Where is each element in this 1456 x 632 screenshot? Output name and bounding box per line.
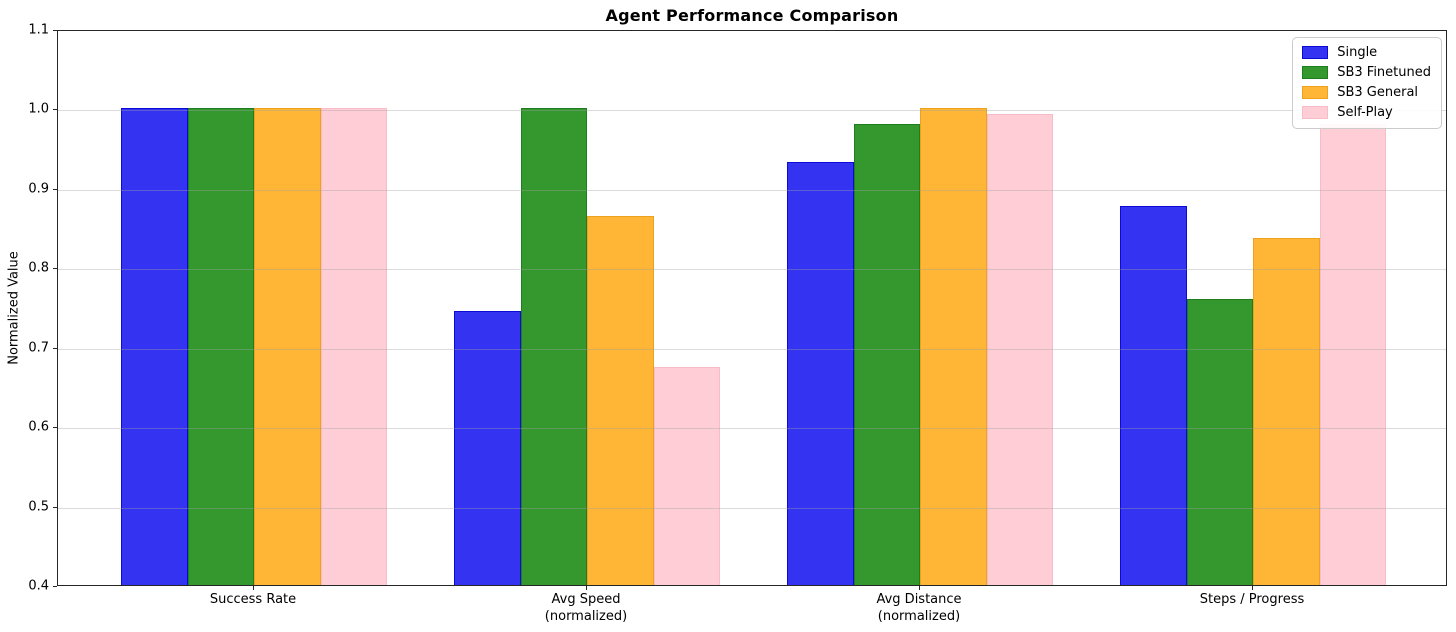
legend-entry: SB3 Finetuned: [1302, 65, 1431, 80]
plot-area: Single SB3 Finetuned SB3 General Self-Pl…: [57, 30, 1447, 586]
bar-sb3-general-g3: [1253, 237, 1320, 585]
gridline: [58, 189, 1446, 191]
legend: Single SB3 Finetuned SB3 General Self-Pl…: [1292, 37, 1442, 129]
y-tick-label: 0.8: [28, 260, 49, 276]
legend-swatch-self-play: [1302, 106, 1329, 119]
legend-entry: Single: [1302, 45, 1431, 60]
legend-label: Single: [1337, 45, 1378, 60]
bar-sb3-finetuned-g1: [520, 108, 587, 585]
y-tick-mark: [53, 586, 57, 587]
y-tick-label: 0.7: [28, 340, 49, 356]
y-tick-label: 1.0: [28, 101, 49, 117]
y-tick-mark: [53, 188, 57, 190]
x-tick-label-avg-distance: Avg Distance (normalized): [876, 592, 962, 624]
bar-sb3-finetuned-g3: [1186, 299, 1253, 585]
x-tick-mark: [253, 586, 254, 590]
chart-title: Agent Performance Comparison: [605, 6, 899, 25]
y-tick-label: 0.9: [28, 181, 49, 197]
gridline: [58, 110, 1446, 112]
y-tick-mark: [53, 506, 57, 508]
x-tick-mark: [1252, 586, 1253, 590]
y-tick-mark: [53, 268, 57, 270]
legend-swatch-single: [1302, 46, 1329, 59]
gridline: [58, 269, 1446, 271]
bar-self-play-g3: [1319, 124, 1386, 585]
legend-swatch-sb3-finetuned: [1302, 66, 1329, 79]
x-tick-mark: [919, 586, 920, 590]
gridline: [58, 507, 1446, 509]
legend-label: Self-Play: [1337, 105, 1393, 120]
bar-sb3-finetuned-g2: [853, 124, 920, 585]
y-tick-label: 0.4: [28, 578, 49, 594]
y-tick-mark: [53, 347, 57, 349]
bar-single-g3: [1120, 206, 1187, 585]
bar-single-g1: [454, 310, 521, 585]
x-tick-label-avg-speed: Avg Speed (normalized): [544, 592, 628, 624]
legend-swatch-sb3-general: [1302, 86, 1329, 99]
y-tick-label: 1.1: [28, 22, 49, 38]
bar-self-play-g0: [320, 108, 387, 585]
x-tick-label-success-rate: Success Rate: [209, 592, 297, 607]
y-tick-mark: [53, 427, 57, 429]
y-tick-label: 0.5: [28, 499, 49, 515]
x-tick-label-steps-progress: Steps / Progress: [1199, 592, 1305, 607]
bar-sb3-general-g2: [920, 108, 987, 585]
y-tick-label: 0.6: [28, 419, 49, 435]
gridline: [58, 348, 1446, 350]
bar-sb3-general-g0: [254, 108, 321, 585]
legend-label: SB3 Finetuned: [1337, 65, 1431, 80]
bar-self-play-g2: [986, 114, 1053, 585]
y-tick-mark: [53, 109, 57, 111]
y-tick-mark: [53, 30, 57, 31]
x-tick-mark: [586, 586, 587, 590]
legend-entry: SB3 General: [1302, 85, 1431, 100]
bar-single-g0: [121, 108, 188, 585]
bar-single-g2: [787, 162, 854, 585]
legend-entry: Self-Play: [1302, 105, 1431, 120]
legend-label: SB3 General: [1337, 85, 1419, 100]
bar-self-play-g1: [653, 366, 720, 585]
bar-sb3-finetuned-g0: [187, 108, 254, 585]
bar-sb3-general-g1: [587, 215, 654, 585]
gridline: [58, 428, 1446, 430]
